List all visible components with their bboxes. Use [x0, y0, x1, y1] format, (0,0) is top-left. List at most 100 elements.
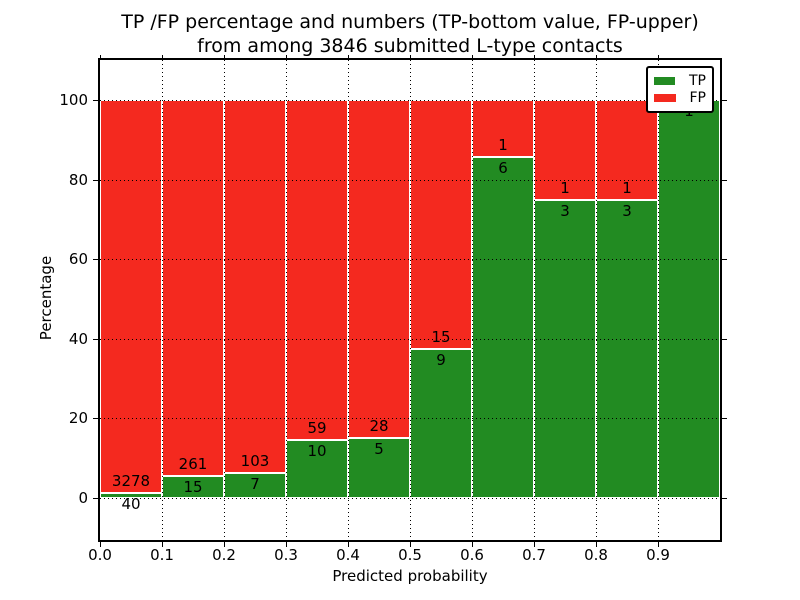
y-tick-mark — [93, 418, 98, 420]
fp-bar-segment — [410, 100, 472, 349]
x-tick-mark-top — [596, 55, 597, 60]
fp-bar-segment — [348, 100, 410, 438]
tp-count-label: 6 — [498, 158, 508, 177]
fp-count-label: 1 — [498, 135, 508, 154]
legend-label-tp: TP — [689, 72, 706, 89]
y-tick-mark-right — [722, 338, 727, 340]
x-tick-mark — [472, 542, 473, 547]
plot-area: 32784026115103759102851591613131 TP FP — [98, 58, 722, 542]
tp-count-label: 3 — [560, 201, 570, 220]
chart-title-line2: from among 3846 submitted L-type contact… — [197, 35, 623, 57]
x-tick-mark-top — [162, 55, 163, 60]
fp-bar-segment — [534, 100, 596, 200]
vertical-gridline — [596, 60, 597, 540]
x-tick-label: 0.6 — [460, 546, 484, 564]
x-tick-mark — [410, 542, 411, 547]
chart-title-line1: TP /FP percentage and numbers (TP-bottom… — [121, 11, 699, 33]
fp-count-label: 261 — [178, 455, 208, 474]
tp-bar-segment — [224, 472, 286, 498]
x-tick-label: 0.0 — [88, 546, 112, 564]
fp-bar-segment — [472, 100, 534, 157]
vertical-gridline — [348, 60, 349, 540]
vertical-gridline — [658, 60, 659, 540]
x-tick-mark — [348, 542, 349, 547]
legend-label-fp: FP — [689, 90, 707, 107]
fp-count-label: 28 — [369, 416, 389, 435]
legend-item-fp: FP — [654, 90, 706, 108]
y-tick-mark-right — [722, 418, 727, 420]
x-tick-label: 0.4 — [336, 546, 360, 564]
fp-count-label: 15 — [431, 327, 451, 346]
x-tick-mark — [286, 542, 287, 547]
y-tick-label: 60 — [68, 250, 88, 269]
x-tick-mark — [162, 542, 163, 547]
vertical-gridline — [286, 60, 287, 540]
y-tick-mark-right — [722, 259, 727, 261]
vertical-gridline — [224, 60, 225, 540]
fp-count-label: 1 — [560, 178, 570, 197]
x-axis-label: Predicted probability — [332, 567, 488, 585]
y-tick-mark — [93, 100, 98, 101]
fp-bar-segment — [286, 100, 348, 441]
y-tick-label: 0 — [78, 489, 88, 507]
chart-title: TP /FP percentage and numbers (TP-bottom… — [100, 10, 720, 58]
tp-bar-segment — [472, 156, 534, 498]
y-tick-mark — [93, 179, 98, 181]
y-tick-mark — [93, 338, 98, 340]
tp-bar-segment — [658, 100, 720, 498]
y-tick-label: 40 — [68, 329, 88, 348]
x-tick-mark — [224, 542, 225, 547]
tp-bar-segment — [100, 493, 162, 498]
vertical-gridline — [162, 60, 163, 540]
x-tick-label: 0.3 — [274, 546, 298, 564]
y-tick-mark-right — [722, 179, 727, 181]
x-tick-mark-top — [286, 55, 287, 60]
fp-swatch-icon — [654, 94, 676, 103]
x-tick-mark-top — [224, 55, 225, 60]
fp-bar-segment — [100, 100, 162, 494]
fp-count-label: 103 — [240, 451, 270, 470]
tp-count-label: 10 — [307, 442, 327, 461]
x-tick-mark — [596, 542, 597, 547]
fp-count-label: 1 — [622, 178, 632, 197]
x-tick-mark-top — [410, 55, 411, 60]
x-tick-mark-top — [100, 55, 101, 60]
tp-count-label: 5 — [374, 439, 384, 458]
legend: TP FP — [646, 66, 714, 113]
x-tick-mark — [100, 542, 101, 547]
legend-item-tp: TP — [654, 72, 706, 90]
y-tick-mark — [93, 259, 98, 261]
x-tick-label: 0.1 — [150, 546, 174, 564]
x-tick-mark-top — [534, 55, 535, 60]
tp-count-label: 15 — [183, 478, 203, 497]
y-tick-label: 100 — [59, 91, 88, 109]
x-tick-label: 0.5 — [398, 546, 422, 564]
vertical-gridline — [534, 60, 535, 540]
fp-bar-segment — [224, 100, 286, 473]
x-tick-mark-top — [658, 55, 659, 60]
vertical-gridline — [472, 60, 473, 540]
x-tick-label: 0.9 — [646, 546, 670, 564]
y-tick-label: 20 — [68, 409, 88, 428]
tp-count-label: 40 — [121, 495, 141, 514]
fp-bar-segment — [162, 100, 224, 477]
x-tick-mark-top — [472, 55, 473, 60]
tp-bar-segment — [534, 199, 596, 498]
tp-count-label: 9 — [436, 350, 446, 369]
x-tick-mark — [534, 542, 535, 547]
x-tick-mark-top — [348, 55, 349, 60]
y-axis-label: Percentage — [37, 255, 55, 341]
tp-count-label: 7 — [250, 474, 260, 493]
y-tick-mark — [93, 498, 98, 499]
y-tick-label: 80 — [68, 170, 88, 189]
y-tick-mark-right — [722, 100, 727, 101]
x-tick-label: 0.8 — [584, 546, 608, 564]
tp-bar-segment — [596, 199, 658, 498]
fp-count-label: 59 — [307, 419, 327, 438]
y-tick-mark-right — [722, 498, 727, 499]
x-tick-mark — [658, 542, 659, 547]
x-tick-label: 0.2 — [212, 546, 236, 564]
tp-bar-segment — [286, 440, 348, 498]
fp-count-label: 3278 — [111, 472, 151, 491]
